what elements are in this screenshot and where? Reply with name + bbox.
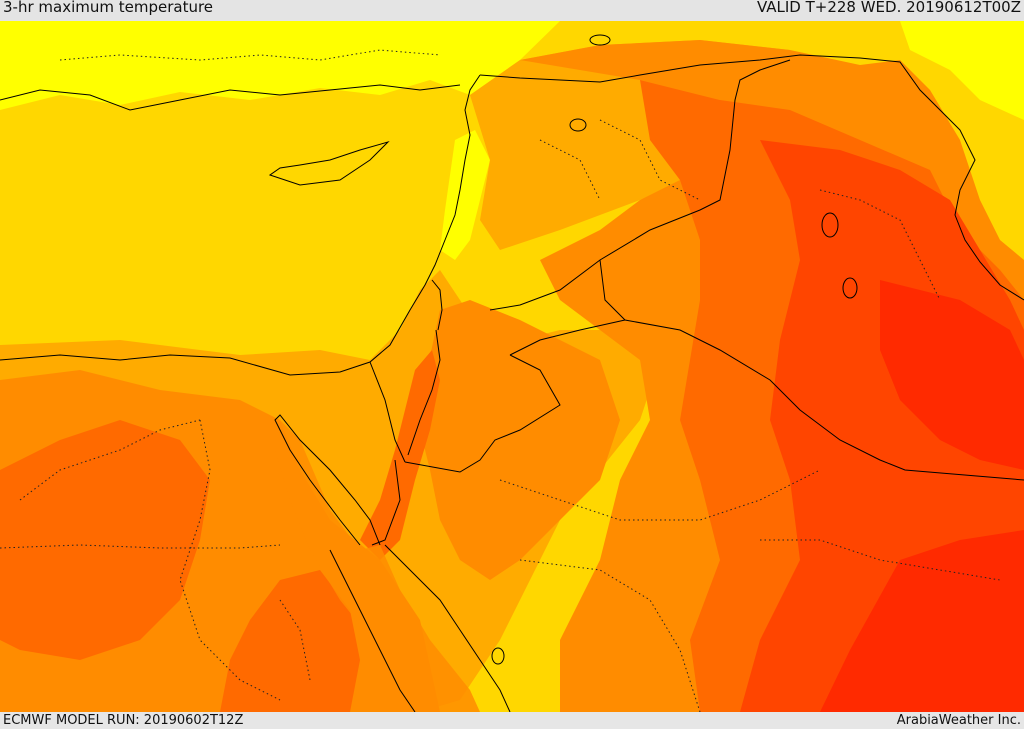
footer-bar: ECMWF MODEL RUN: 20190602T12Z ArabiaWeat… (0, 712, 1024, 729)
admin-borders (0, 49, 1001, 712)
islands (491, 34, 858, 665)
valid-time: VALID T+228 WED. 20190612T00Z (756, 0, 1021, 16)
cool-zone-northeast (900, 21, 1024, 120)
very-hot-zone-rift (360, 350, 440, 560)
model-run: ECMWF MODEL RUN: 20190602T12Z (3, 713, 244, 728)
very-hot-zone-egypt (0, 420, 210, 660)
temperature-map (0, 21, 1024, 712)
extreme-zone-southeast (820, 530, 1024, 712)
country-borders (369, 59, 1024, 481)
red-sea (275, 420, 480, 712)
coastlines (0, 54, 1024, 712)
very-hot-zone-south (220, 570, 360, 712)
hot-zone-jordan (420, 300, 620, 580)
cool-zone-north (0, 21, 560, 110)
extreme-zone-gulf (880, 280, 1024, 470)
map-title: 3-hr maximum temperature (3, 0, 214, 16)
map-canvas (0, 21, 1024, 712)
cool-zone-levant (440, 130, 490, 260)
credit: ArabiaWeather Inc. (896, 713, 1021, 728)
header-bar: 3-hr maximum temperature VALID T+228 WED… (0, 0, 1024, 21)
